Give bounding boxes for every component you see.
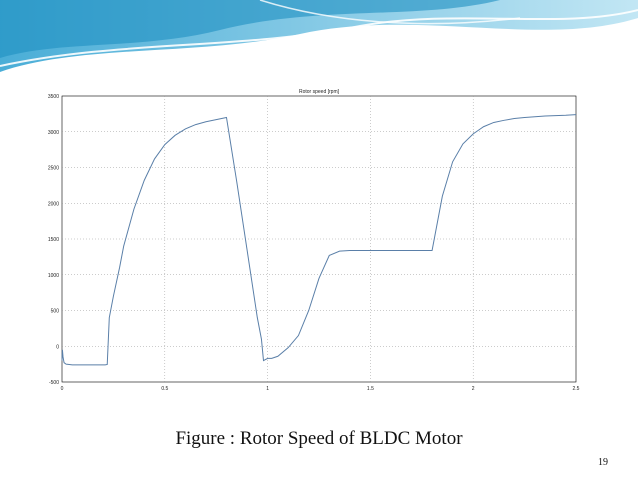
wave-shape-front — [0, 0, 500, 58]
wave-highlight-2 — [259, 0, 521, 25]
x-tick-label: 2.5 — [573, 386, 580, 392]
rotor-speed-chart: 0 0.5 1 1.5 2 2.5-500050010001500200025003000… — [48, 89, 580, 392]
decorative-wave-banner — [0, 0, 638, 72]
chart-title: Rotor speed [rpm] — [299, 89, 340, 95]
y-tick-label: 3000 — [48, 130, 59, 136]
y-tick-label: 3500 — [48, 94, 59, 100]
plot-area — [61, 95, 577, 383]
y-tick-label: 2000 — [48, 201, 59, 207]
y-tick-label: -500 — [49, 380, 59, 386]
y-tick-label: 1000 — [48, 273, 59, 279]
x-tick-label: 2 — [472, 386, 475, 392]
figure-caption: Figure : Rotor Speed of BLDC Motor — [175, 428, 463, 449]
x-tick-label: 1 — [266, 386, 269, 392]
axis-ticks: 0 0.5 1 1.5 2 2.5-500050010001500200025003000… — [48, 94, 580, 392]
x-tick-label: 0.5 — [161, 386, 168, 392]
x-tick-label: 1.5 — [367, 386, 374, 392]
y-tick-label: 500 — [51, 309, 60, 315]
y-tick-label: 1500 — [48, 237, 59, 243]
y-tick-label: 2500 — [48, 166, 59, 172]
page-number: 19 — [598, 457, 608, 468]
y-tick-label: 0 — [56, 344, 59, 350]
wave-highlight — [0, 9, 638, 67]
x-tick-label: 0 — [61, 386, 64, 392]
series-line-rotor-speed — [61, 114, 577, 366]
